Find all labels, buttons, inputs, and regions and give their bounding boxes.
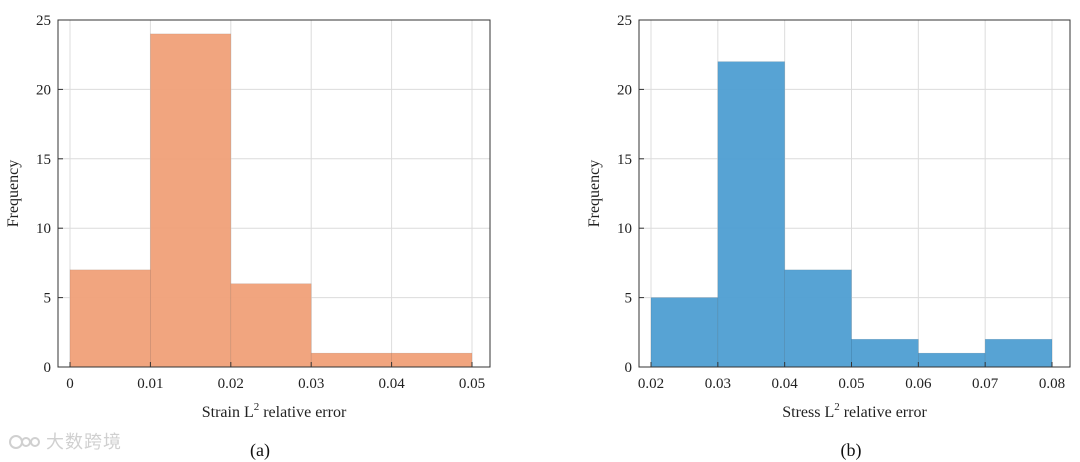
panel-b-y-tick-label: 25 — [617, 13, 632, 29]
panel-a-histogram-bar — [391, 352, 473, 368]
panel-b-histogram-bar — [851, 338, 919, 368]
panel-a-y-axis-label: Frequency — [5, 160, 22, 228]
panel-b-x-tick-label: 0.07 — [972, 376, 999, 392]
panel-b-label: (b) — [841, 440, 862, 461]
panel-a-x-tick-label: 0.04 — [378, 376, 405, 392]
panel-a-x-tick-label: 0.01 — [137, 376, 163, 392]
panel-a-x-tick-label: 0.03 — [298, 376, 324, 392]
panel-a-label: (a) — [250, 440, 270, 461]
brand-logo-icon — [8, 433, 42, 451]
panel-a-histogram-bar — [150, 33, 232, 368]
panel-a-x-tick-label: 0 — [66, 376, 74, 392]
panel-a-x-axis-label: Strain L2 relative error — [202, 401, 347, 421]
panel-b-y-axis-label: Frequency — [586, 160, 603, 228]
panel-b-y-tick-label: 10 — [617, 221, 632, 237]
panel-a-histogram-bar — [69, 269, 151, 368]
watermark-text: 大数跨境 — [46, 432, 122, 453]
panel-b-histogram-bar — [717, 61, 785, 368]
panel-a-y-tick-label: 5 — [44, 291, 52, 307]
panel-b-y-tick-label: 20 — [617, 82, 632, 98]
panel-b-x-tick-label: 0.06 — [905, 376, 932, 392]
panel-b-y-tick-label: 0 — [625, 360, 633, 376]
panel-a-y-tick-label: 10 — [36, 221, 51, 237]
panel-a-histogram-bar — [230, 283, 312, 368]
panel-b-x-tick-label: 0.08 — [1039, 376, 1065, 392]
panel-a-axes-frame — [57, 19, 491, 368]
panel-b-x-tick-label: 0.03 — [705, 376, 731, 392]
panel-b-stress-histogram: 0.02 0.03 0.04 0.05 0.06 0.07 0.08 0 5 10 15 20 25 St… — [586, 13, 1071, 461]
panel-a-y-tick-label: 25 — [36, 13, 51, 29]
panel-a-y-tick-label: 0 — [44, 360, 52, 376]
panel-a-x-tick-label: 0.05 — [459, 376, 485, 392]
panel-b-y-tick-label: 15 — [617, 152, 632, 168]
panel-a-x-tick-label: 0.02 — [218, 376, 244, 392]
panel-b-histogram-bar — [918, 352, 986, 368]
panel-b-x-axis-label: Stress L2 relative error — [782, 401, 927, 421]
panel-b-x-tick-label: 0.05 — [838, 376, 864, 392]
panel-a-y-tick-label: 20 — [36, 82, 51, 98]
panel-a-y-tick-label: 15 — [36, 152, 51, 168]
panel-b-axes-frame — [638, 19, 1071, 368]
panel-b-histogram-bar — [984, 338, 1053, 368]
panel-a-histogram-bar — [310, 352, 392, 368]
panel-b-x-tick-label: 0.04 — [772, 376, 799, 392]
panel-b-y-tick-label: 5 — [625, 291, 633, 307]
panel-b-histogram-bar — [650, 297, 719, 368]
panel-b-histogram-bar — [784, 269, 852, 368]
panel-a-strain-histogram: 0 0.01 0.02 0.03 0.04 0.05 0 5 10 15 20 25 Strain L2… — [5, 13, 491, 461]
watermark: 大数跨境 — [8, 428, 122, 454]
panel-b-x-tick-label: 0.02 — [638, 376, 664, 392]
